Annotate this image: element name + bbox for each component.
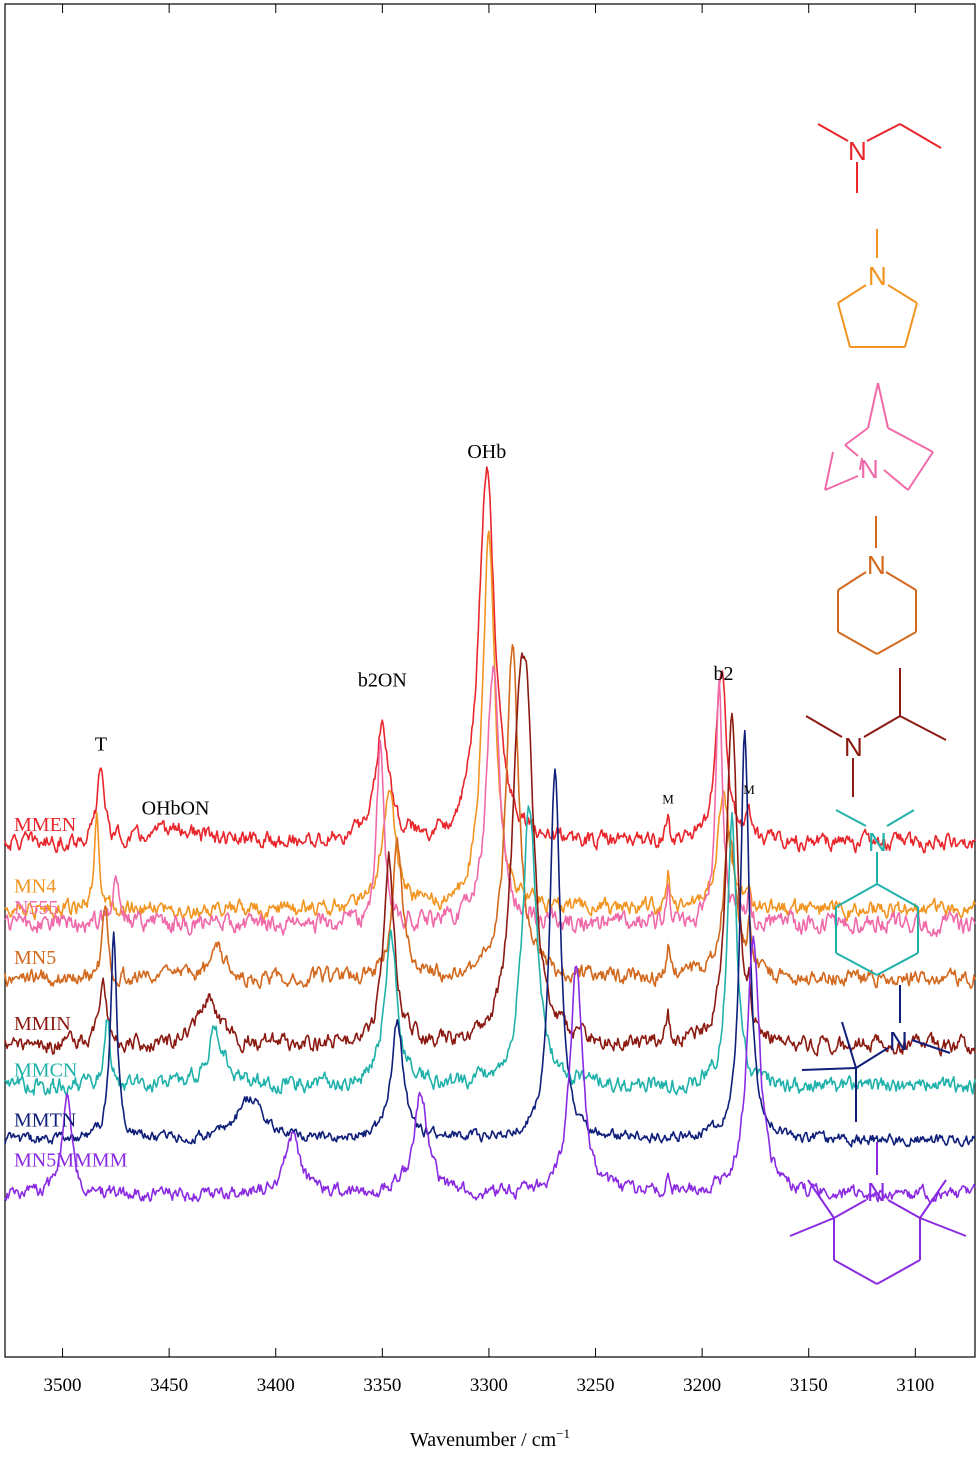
series-line xyxy=(4,729,976,1148)
x-axis-label: Wavenumber / cm−1 xyxy=(410,1426,570,1451)
x-tick-label: 3100 xyxy=(896,1375,934,1396)
nitrogen-atom: N xyxy=(889,1026,908,1056)
x-tick-label: 3200 xyxy=(683,1375,721,1396)
series-label: MMTN xyxy=(14,1110,76,1132)
series-label: MN4 xyxy=(14,876,56,898)
x-tick-label: 3250 xyxy=(577,1375,615,1396)
molecule-mmin: N xyxy=(805,668,947,797)
x-tick-label: 3500 xyxy=(44,1375,82,1396)
x-axis-ticks: 3500 3450 3400 3350 3300 3250 3200 3150 3100 xyxy=(44,4,934,1396)
x-tick-label: 3450 xyxy=(150,1375,188,1396)
series-lines xyxy=(4,466,976,1204)
series-line xyxy=(4,805,976,1097)
x-tick-label: 3300 xyxy=(470,1375,508,1396)
series-line xyxy=(4,530,976,922)
nitrogen-atom: N xyxy=(867,1177,886,1207)
x-tick-label: 3150 xyxy=(790,1375,828,1396)
series-line xyxy=(4,652,976,1057)
nitrogen-atom: N xyxy=(868,261,887,291)
peak-label: M xyxy=(743,782,755,797)
molecule-mn5mmmm: N xyxy=(789,1142,967,1285)
series-label: MMIN xyxy=(14,1013,71,1035)
peak-labels: T OHbON b2ON OHb b2 M M xyxy=(95,441,755,820)
peak-label: M xyxy=(662,791,674,806)
peak-label: T xyxy=(95,734,107,756)
series-line xyxy=(4,935,976,1204)
x-tick-label: 3400 xyxy=(257,1375,295,1396)
nitrogen-atom: N xyxy=(867,550,886,580)
molecule-mn5: N xyxy=(837,516,917,655)
series-label: MMEN xyxy=(14,814,76,836)
nitrogen-atom: N xyxy=(868,827,887,857)
nitrogen-atom: N xyxy=(860,454,879,484)
molecule-n555: N xyxy=(824,382,934,491)
peak-label: b2 xyxy=(713,663,733,685)
series-label: N555 xyxy=(14,897,58,919)
molecule-mmen: N xyxy=(817,123,942,193)
series-label: MMCN xyxy=(14,1059,77,1081)
series-line xyxy=(4,466,976,854)
series-line xyxy=(4,665,976,938)
molecule-mmtn: N xyxy=(801,985,951,1122)
nitrogen-atom: N xyxy=(848,136,867,166)
molecule-mmcn: N xyxy=(835,809,919,976)
series-label: MN5MMMM xyxy=(14,1150,128,1172)
peak-label: b2ON xyxy=(358,669,407,691)
nitrogen-atom: N xyxy=(844,732,863,762)
x-tick-label: 3350 xyxy=(363,1375,401,1396)
series-label: MN5 xyxy=(14,947,56,969)
peak-label: OHbON xyxy=(142,798,210,820)
molecule-mn4: N xyxy=(837,229,918,348)
peak-label: OHb xyxy=(467,441,506,463)
plot-frame xyxy=(4,3,976,1358)
series-line xyxy=(4,643,976,990)
